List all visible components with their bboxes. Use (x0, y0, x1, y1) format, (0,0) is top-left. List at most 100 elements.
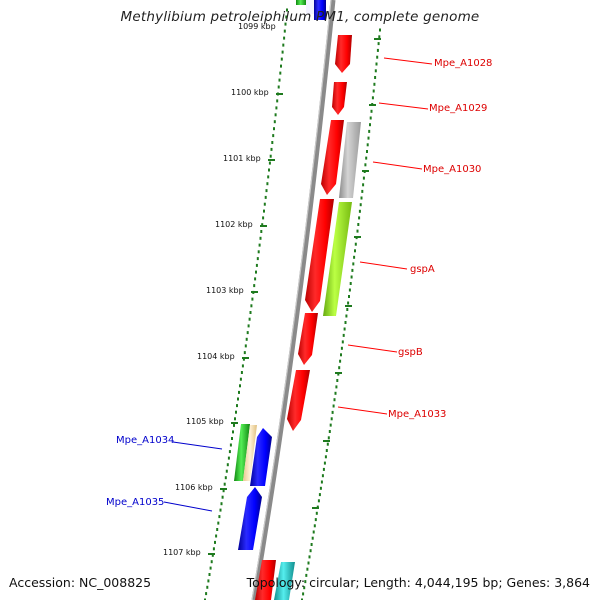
tick-dot-left (220, 502, 223, 506)
kbp-label-1099-partial: 1099 kbp (238, 22, 276, 31)
gene-label-Mpe_A1029[interactable]: Mpe_A1029 (429, 103, 487, 114)
tick-dot-right (342, 333, 345, 337)
left-gene-leaders (163, 441, 223, 512)
tick-dot-right (325, 449, 328, 452)
tick-dot-right (332, 404, 335, 408)
gene-Mpe_A1033 (287, 370, 310, 431)
tick-dot-left (205, 592, 208, 596)
major-tick (208, 553, 215, 555)
tick-dot-left (212, 547, 215, 551)
tick-dot-left (214, 540, 216, 544)
tick-dot-right (315, 511, 318, 515)
tick-dot-right (313, 524, 316, 528)
gene-Mpe_A1035 (238, 487, 262, 550)
tick-dot-left (258, 243, 261, 247)
tick-dot-right (326, 442, 329, 446)
tick-dot-left (263, 209, 265, 213)
kbp-label-1101: 1101 kbp (223, 154, 261, 163)
tick-dot-right (354, 249, 356, 253)
gene-label-Mpe_A1030[interactable]: Mpe_A1030 (423, 164, 481, 175)
tick-dot-left (239, 384, 241, 388)
gene-green-feature (234, 424, 250, 481)
major-tick (345, 305, 352, 307)
tick-dot-right (305, 573, 308, 577)
tick-dot-left (231, 437, 233, 440)
major-tick (231, 422, 238, 424)
tick-dot-left (244, 344, 247, 348)
tick-dot-right (371, 96, 374, 100)
tick-dot-right (309, 549, 312, 553)
tick-dot-right (334, 391, 337, 395)
tick-dot-left (251, 297, 254, 301)
tick-dot-left (253, 284, 256, 288)
tick-dot-left (265, 189, 268, 193)
gene-label-gspB[interactable]: gspB (398, 347, 423, 358)
scale-major-ticks (208, 38, 381, 555)
tick-dot-right (340, 346, 343, 350)
tick-dot-left (223, 482, 226, 486)
tick-dot-left (255, 263, 258, 267)
tick-dot-left (273, 127, 275, 131)
tick-dot-right (369, 116, 372, 120)
tick-dot-left (260, 230, 263, 233)
major-tick (220, 488, 227, 490)
tick-dot-left (268, 168, 270, 172)
gene-partial-green (296, 0, 306, 5)
tick-dot-left (266, 182, 269, 186)
tick-dot-right (328, 430, 331, 433)
tick-dot-right (319, 486, 322, 490)
gene-label-Mpe_A1028[interactable]: Mpe_A1028 (434, 58, 492, 69)
gene-label-gspA[interactable]: gspA (410, 264, 435, 275)
tick-dot-right (348, 288, 351, 292)
tick-dot-right (356, 229, 359, 233)
tick-dot-right (317, 499, 320, 503)
tick-dot-right (378, 35, 381, 39)
tick-dot-right (303, 586, 306, 590)
tick-dot-left (263, 202, 266, 206)
major-tick (369, 104, 376, 106)
gene-label-Mpe_A1033[interactable]: Mpe_A1033 (388, 409, 446, 420)
major-tick (276, 93, 283, 95)
tick-dot-left (227, 456, 230, 460)
gene-Mpe_A1029 (332, 82, 347, 115)
gene-partial-cyan-bottom (274, 562, 295, 600)
tick-dot-left (274, 113, 277, 117)
tick-dot-right (329, 423, 332, 427)
tick-dot-right (373, 82, 376, 86)
tick-dot-left (272, 134, 275, 138)
tick-dot-left (225, 469, 228, 473)
tick-dot-right (320, 480, 323, 484)
kbp-label-1102: 1102 kbp (215, 220, 253, 229)
tick-dot-right (314, 518, 317, 522)
tick-dot-right (330, 417, 333, 421)
tick-dot-right (338, 366, 341, 370)
tick-dot-right (352, 262, 355, 266)
tick-dot-right (362, 176, 365, 180)
tick-dot-left (233, 423, 235, 427)
tick-dot-left (248, 317, 251, 321)
tick-dot-left (275, 106, 278, 110)
tick-dot-left (236, 404, 238, 408)
genome-summary: Topology: circular; Length: 4,044,195 bp… (246, 575, 590, 590)
tick-dot-left (284, 22, 287, 26)
tick-dot-right (340, 353, 342, 357)
kbp-label-1103: 1103 kbp (206, 286, 244, 295)
tick-dot-left (282, 43, 285, 47)
genome-backbone-highlight (251, 0, 332, 600)
right-gene-leaders (337, 57, 433, 415)
tick-dot-left (277, 85, 280, 89)
tick-dot-left (283, 36, 286, 40)
gene-label-Mpe_A1035[interactable]: Mpe_A1035 (106, 497, 164, 508)
tick-dot-right (360, 196, 363, 200)
tick-dot-left (247, 324, 250, 328)
gene-partial-red-bottom (255, 560, 276, 600)
tick-dot-right (337, 372, 340, 376)
major-tick (354, 236, 361, 238)
tick-dot-left (241, 364, 244, 368)
tick-dot-left (210, 560, 213, 564)
gene-label-Mpe_A1034[interactable]: Mpe_A1034 (116, 435, 174, 446)
tick-dot-right (351, 268, 354, 272)
gene-gspA (305, 199, 334, 312)
tick-dot-left (221, 495, 224, 499)
